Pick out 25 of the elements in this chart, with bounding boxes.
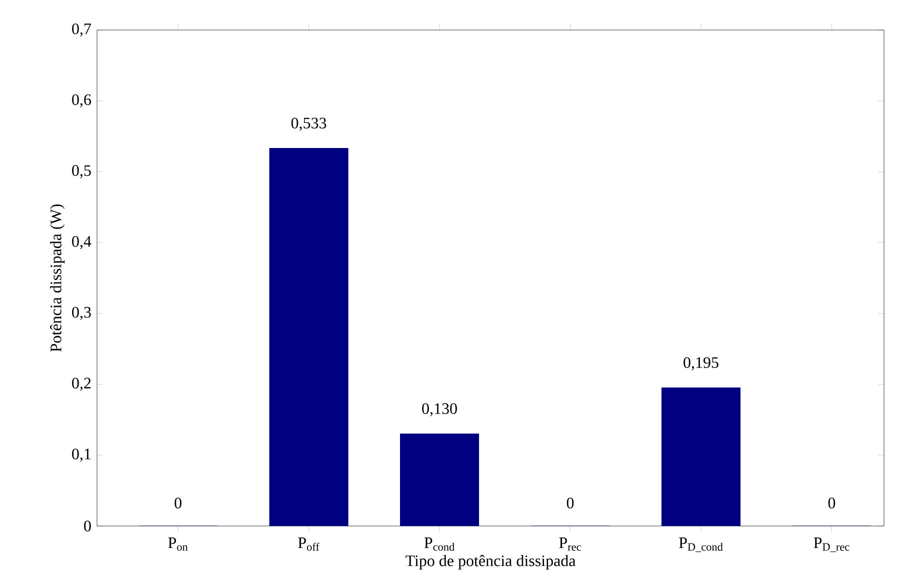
bar bbox=[661, 388, 741, 526]
data-label: 0 bbox=[828, 498, 836, 508]
x-tick-label: P$_{D_cond}$ bbox=[679, 538, 723, 552]
y-tick-label: 0,3 bbox=[72, 306, 91, 320]
y-tick-label: 0,1 bbox=[72, 448, 91, 462]
x-tick-label: P$_{D_rec}$ bbox=[814, 538, 850, 552]
bar bbox=[269, 148, 348, 526]
data-label: 0,533 bbox=[291, 118, 326, 131]
x-tick-label: P$_{cond}$ bbox=[424, 538, 454, 551]
x-tick-label: P$_{off}$ bbox=[298, 538, 320, 551]
data-label: 0 bbox=[174, 498, 182, 508]
y-tick-label: 0,5 bbox=[72, 165, 91, 178]
x-tick-label: P$_{rec}$ bbox=[559, 538, 581, 551]
y-axis-title: Potência dissipada (W) bbox=[50, 204, 65, 352]
y-tick-label: 0,7 bbox=[72, 23, 92, 37]
data-label: 0,195 bbox=[684, 357, 718, 370]
bar bbox=[400, 434, 480, 526]
y-tick-label: 0,2 bbox=[72, 378, 91, 391]
x-axis-title: Tipo de potência dissipada bbox=[406, 554, 576, 570]
data-label: 0 bbox=[566, 498, 574, 508]
y-tick-label: 0,6 bbox=[72, 94, 91, 108]
x-tick-label: P$_{on}$ bbox=[168, 538, 188, 551]
y-tick-label: 0,4 bbox=[72, 236, 92, 250]
data-label: 0,130 bbox=[422, 403, 457, 416]
y-tick-label: 0 bbox=[84, 520, 91, 532]
